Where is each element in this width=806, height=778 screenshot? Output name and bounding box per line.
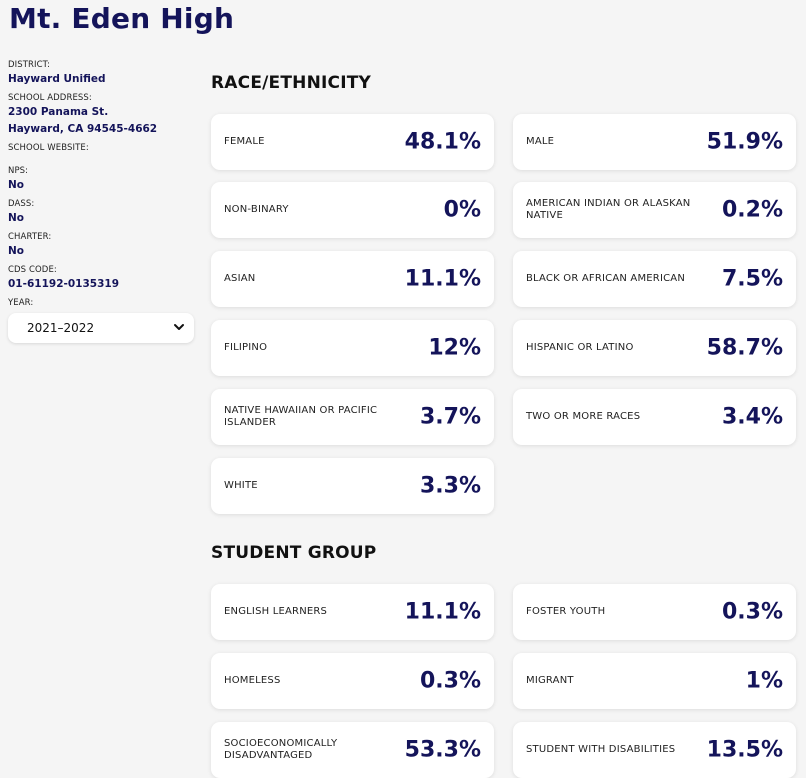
stat-card-male: MALE 51.9% xyxy=(513,114,796,170)
stat-card-native-hawaiian: NATIVE HAWAIIAN OR PACIFIC ISLANDER 3.7% xyxy=(211,389,494,445)
district-value: Hayward Unified xyxy=(8,73,106,85)
stat-card-two-or-more: TWO OR MORE RACES 3.4% xyxy=(513,389,796,445)
stat-card-foster-youth: FOSTER YOUTH 0.3% xyxy=(513,584,796,640)
nps-label: NPS: xyxy=(8,166,29,176)
stat-label: NATIVE HAWAIIAN OR PACIFIC ISLANDER xyxy=(224,405,378,428)
stat-value: 1% xyxy=(745,668,783,694)
dass-value: No xyxy=(8,212,25,224)
address-label: SCHOOL ADDRESS: xyxy=(8,93,92,103)
stat-card-asian: ASIAN 11.1% xyxy=(211,251,494,307)
year-select-value: 2021–2022 xyxy=(27,321,95,335)
stat-value: 58.7% xyxy=(706,335,783,361)
stat-card-american-indian: AMERICAN INDIAN OR ALASKAN NATIVE 0.2% xyxy=(513,182,796,238)
stat-value: 0.3% xyxy=(419,668,481,694)
stat-label: SOCIOECONOMICALLY DISADVANTAGED xyxy=(224,738,338,761)
stat-card-filipino: FILIPINO 12% xyxy=(211,320,494,376)
stat-value: 3.4% xyxy=(721,404,783,430)
stat-card-female: FEMALE 48.1% xyxy=(211,114,494,170)
stat-value: 0.2% xyxy=(721,197,783,223)
stat-label: WHITE xyxy=(224,480,258,491)
dass-label: DASS: xyxy=(8,199,35,209)
stat-label: HISPANIC OR LATINO xyxy=(526,342,634,353)
stat-card-socioeconomically-disadvantaged: SOCIOECONOMICALLY DISADVANTAGED 53.3% xyxy=(211,722,494,778)
stat-card-black: BLACK OR AFRICAN AMERICAN 7.5% xyxy=(513,251,796,307)
stat-value: 3.3% xyxy=(419,473,481,499)
race-ethnicity-heading: RACE/ETHNICITY xyxy=(211,73,372,93)
charter-label: CHARTER: xyxy=(8,232,52,242)
stat-value: 48.1% xyxy=(404,129,481,155)
stat-label: STUDENT WITH DISABILITIES xyxy=(526,744,676,755)
stat-value: 12% xyxy=(428,335,481,361)
school-info-sidebar: DISTRICT: Hayward Unified SCHOOL ADDRESS… xyxy=(8,60,196,343)
cds-code-label: CDS CODE: xyxy=(8,265,57,275)
stat-label: FEMALE xyxy=(224,136,265,147)
stat-value: 13.5% xyxy=(706,737,783,763)
stat-card-english-learners: ENGLISH LEARNERS 11.1% xyxy=(211,584,494,640)
stat-label: HOMELESS xyxy=(224,675,281,686)
website-label: SCHOOL WEBSITE: xyxy=(8,143,89,153)
stat-card-disabilities: STUDENT WITH DISABILITIES 13.5% xyxy=(513,722,796,778)
page-title: Mt. Eden High xyxy=(9,2,235,35)
stat-value: 3.7% xyxy=(419,404,481,430)
charter-value: No xyxy=(8,245,25,257)
stat-value: 0% xyxy=(443,197,481,223)
stat-value: 11.1% xyxy=(404,266,481,292)
stat-card-hispanic: HISPANIC OR LATINO 58.7% xyxy=(513,320,796,376)
cds-code-value: 01-61192-0135319 xyxy=(8,278,119,290)
stat-label: FILIPINO xyxy=(224,342,268,353)
stat-value: 53.3% xyxy=(404,737,481,763)
stat-value: 0.3% xyxy=(721,599,783,625)
stat-label: MALE xyxy=(526,136,555,147)
stat-card-non-binary: NON-BINARY 0% xyxy=(211,182,494,238)
year-label: YEAR: xyxy=(8,298,34,308)
stat-card-white: WHITE 3.3% xyxy=(211,458,494,514)
year-select[interactable]: 2021–2022 xyxy=(8,313,194,343)
stat-value: 51.9% xyxy=(706,129,783,155)
nps-value: No xyxy=(8,179,25,191)
chevron-down-icon xyxy=(174,324,184,330)
stat-value: 7.5% xyxy=(721,266,783,292)
stat-label: FOSTER YOUTH xyxy=(526,606,606,617)
stat-label: TWO OR MORE RACES xyxy=(526,411,641,422)
stat-label: NON-BINARY xyxy=(224,204,289,215)
student-group-heading: STUDENT GROUP xyxy=(211,543,377,563)
district-label: DISTRICT: xyxy=(8,60,51,70)
stat-label: ASIAN xyxy=(224,273,256,284)
address-line-1: 2300 Panama St. xyxy=(8,106,109,118)
stat-label: AMERICAN INDIAN OR ALASKAN NATIVE xyxy=(526,198,691,221)
stat-card-migrant: MIGRANT 1% xyxy=(513,653,796,709)
stat-label: ENGLISH LEARNERS xyxy=(224,606,328,617)
stat-card-homeless: HOMELESS 0.3% xyxy=(211,653,494,709)
stat-label: MIGRANT xyxy=(526,675,574,686)
stat-label: BLACK OR AFRICAN AMERICAN xyxy=(526,273,686,284)
stat-value: 11.1% xyxy=(404,599,481,625)
address-line-2: Hayward, CA 94545-4662 xyxy=(8,123,158,135)
